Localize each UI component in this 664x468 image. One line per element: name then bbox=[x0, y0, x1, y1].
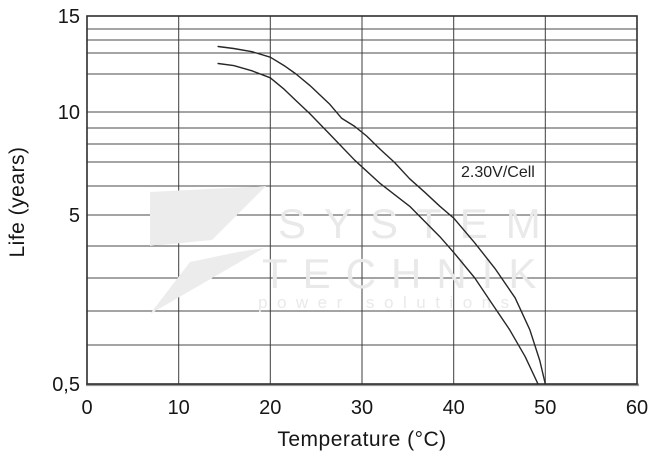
x-tick-label: 40 bbox=[443, 397, 465, 419]
y-tick-label: 5 bbox=[69, 205, 80, 227]
life-curve-upper bbox=[217, 45, 546, 385]
x-axis-title: Temperature (°C) bbox=[277, 428, 447, 451]
y-tick-label: 10 bbox=[58, 102, 80, 124]
x-tick-label: 60 bbox=[626, 397, 648, 419]
watermark-logo-icon bbox=[150, 186, 266, 246]
x-tick-label: 50 bbox=[534, 397, 556, 419]
watermark-logo-icon bbox=[150, 248, 264, 314]
watermark-tagline: power solutions bbox=[258, 293, 519, 312]
y-tick-label: 0,5 bbox=[52, 374, 80, 396]
x-tick-label: 0 bbox=[81, 397, 92, 419]
x-tick-label: 10 bbox=[168, 397, 190, 419]
watermark-brand-line2: TECHNIK bbox=[262, 250, 551, 297]
watermark-brand-line1: SYSTEM bbox=[278, 200, 559, 247]
x-tick-label: 20 bbox=[259, 397, 281, 419]
y-axis-title: Life (years) bbox=[6, 146, 29, 258]
plot-border bbox=[86, 15, 638, 385]
voltage-annotation: 2.30V/Cell bbox=[461, 164, 535, 181]
y-tick-label: 15 bbox=[58, 6, 80, 28]
x-tick-label: 30 bbox=[351, 397, 373, 419]
life-curve-lower bbox=[217, 62, 539, 385]
